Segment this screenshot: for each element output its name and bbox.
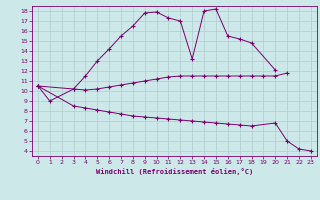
X-axis label: Windchill (Refroidissement éolien,°C): Windchill (Refroidissement éolien,°C) (96, 168, 253, 175)
